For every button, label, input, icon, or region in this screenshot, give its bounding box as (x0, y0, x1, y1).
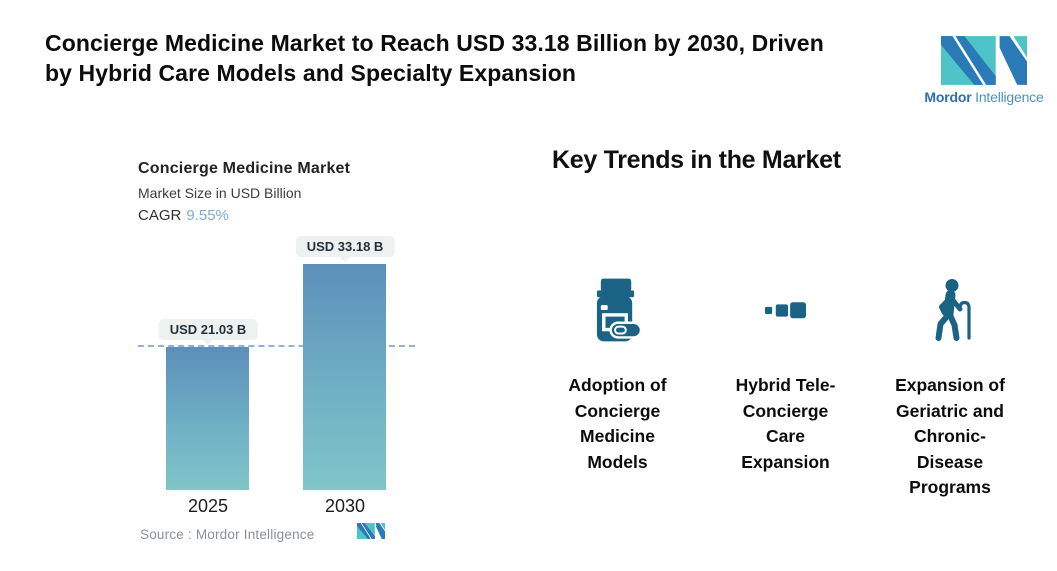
trend-label-hybrid-tele: Hybrid Tele- Concierge Care Expansion (735, 375, 836, 472)
brand-name-light: Intelligence (975, 89, 1044, 105)
elderly-person-cane-icon (935, 278, 971, 341)
bar-2025 (166, 347, 249, 490)
chart-title: Concierge Medicine Market (138, 160, 351, 177)
x-axis-label-2030: 2030 (324, 496, 366, 516)
x-axis-label-2025: 2025 (187, 496, 229, 516)
brand-name: Mordor Intelligence (918, 89, 1050, 105)
bar-chart-plot: USD 21.03 B USD 33.18 B 2025 2030 (138, 236, 423, 516)
value-badge-2025: USD 21.03 B (158, 319, 258, 340)
source-row: Source : Mordor Intelligence (140, 523, 423, 544)
reference-dashed-line (138, 345, 415, 347)
trend-icon-box-2 (698, 278, 873, 342)
cagr-label: CAGR (138, 207, 182, 224)
value-badge-2030: USD 33.18 B (295, 236, 395, 257)
tele-squares-icon (765, 301, 806, 318)
trend-item-adoption: Adoption of Concierge Medicine Models (530, 278, 705, 475)
trend-label-adoption: Adoption of Concierge Medicine Models (568, 375, 667, 472)
bar-2030 (303, 264, 386, 490)
source-text: Source : Mordor Intelligence (140, 527, 315, 542)
trend-label-geriatric: Expansion of Geriatric and Chronic- Dise… (895, 375, 1005, 497)
trend-item-hybrid-tele: Hybrid Tele- Concierge Care Expansion (698, 278, 873, 475)
pill-bottle-icon (596, 278, 641, 342)
trends-heading: Key Trends in the Market (552, 146, 841, 174)
market-chart-panel: Concierge Medicine Market Market Size in… (138, 160, 423, 560)
trend-icon-box-3 (861, 278, 1039, 342)
brand-name-bold: Mordor (924, 89, 972, 105)
trend-item-geriatric: Expansion of Geriatric and Chronic- Dise… (861, 278, 1039, 501)
mordor-intelligence-logo-icon (941, 36, 1027, 85)
chart-cagr: CAGR 9.55% (138, 207, 423, 224)
mordor-mini-logo-icon (357, 523, 385, 539)
trend-icon-box-1 (530, 278, 705, 342)
cagr-value: 9.55% (186, 207, 229, 224)
page-title: Concierge Medicine Market to Reach USD 3… (45, 30, 824, 86)
brand-block: Mordor Intelligence (918, 36, 1050, 105)
chart-subtitle: Market Size in USD Billion (138, 185, 302, 201)
